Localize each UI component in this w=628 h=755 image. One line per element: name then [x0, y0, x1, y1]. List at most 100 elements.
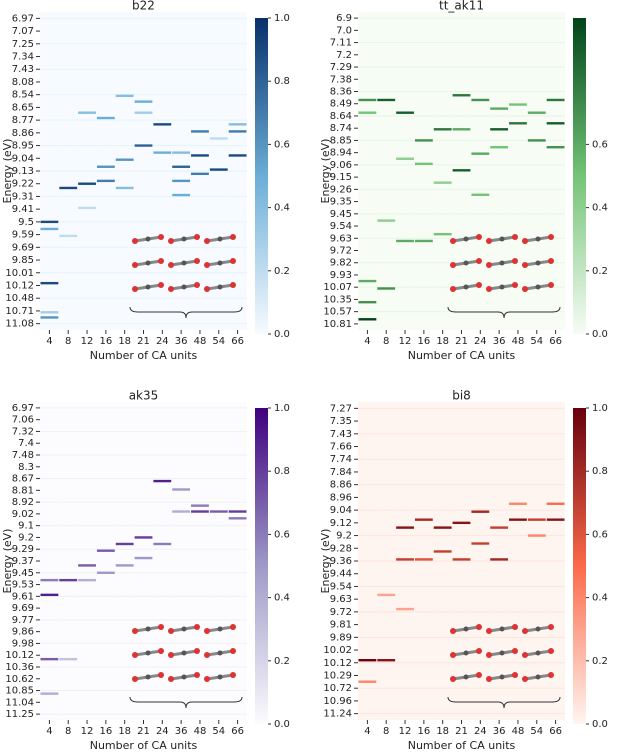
y-tick-label: 9.85 — [12, 255, 34, 266]
stripe — [153, 123, 172, 126]
y-tick-label: 7.29 — [330, 62, 352, 73]
x-tick-label: 66 — [549, 726, 562, 737]
stripe — [377, 593, 396, 597]
molecule-atom — [450, 628, 456, 634]
background-row — [452, 636, 471, 638]
background-row — [77, 119, 97, 121]
molecule-atom — [476, 624, 482, 630]
molecule-atom — [145, 284, 151, 290]
y-tick-label: 10.01 — [5, 268, 34, 279]
background-row — [228, 595, 247, 597]
y-tick-label: 9.98 — [12, 638, 34, 649]
molecule-atom — [512, 672, 518, 678]
y-tick-label: 7.11 — [330, 38, 352, 49]
background-row — [58, 68, 78, 70]
stripe — [396, 607, 414, 611]
background-row — [209, 94, 229, 96]
background-row — [190, 595, 210, 597]
y-tick-label: 9.45 — [330, 209, 352, 220]
y-tick-label: 10.81 — [323, 319, 352, 330]
background-row — [508, 237, 528, 239]
background-row — [546, 484, 565, 486]
background-row — [452, 66, 471, 68]
x-tick-label: 48 — [194, 336, 207, 347]
background-row — [190, 430, 210, 432]
background-row — [134, 619, 153, 621]
y-tick-label: 9.41 — [12, 204, 34, 215]
background-row — [58, 666, 78, 668]
background-row — [40, 690, 59, 692]
background-row — [452, 42, 471, 44]
background-row — [209, 454, 229, 456]
stripe — [377, 659, 396, 662]
colorbar-tick-label: 0.2 — [274, 656, 290, 667]
background-row — [508, 188, 528, 190]
background-row — [40, 297, 59, 299]
background-row — [489, 560, 509, 562]
stripe — [414, 162, 433, 166]
y-tick-label: 8.81 — [12, 485, 34, 496]
background-row — [134, 68, 153, 70]
colorbar-tick-label: 0.0 — [274, 719, 290, 730]
background-row — [96, 642, 116, 644]
background-row — [527, 115, 547, 117]
background-row — [395, 42, 415, 44]
background-row — [115, 68, 135, 70]
background-row — [77, 297, 97, 299]
background-row — [489, 164, 509, 166]
background-row — [228, 713, 247, 715]
background-row — [546, 687, 565, 689]
y-tick-label: 8.64 — [330, 111, 352, 122]
molecule-atom — [486, 262, 492, 268]
background-row — [414, 713, 434, 715]
background-row — [190, 548, 210, 550]
background-row — [134, 454, 153, 456]
background-row — [395, 139, 415, 141]
y-tick-label: 9.89 — [330, 632, 352, 643]
background-row — [171, 690, 191, 692]
background-row — [171, 145, 191, 147]
background-row — [190, 170, 210, 172]
stripe — [452, 128, 471, 131]
background-row — [40, 94, 59, 96]
background-row — [470, 611, 490, 613]
molecule-atom — [145, 626, 151, 632]
background-row — [77, 272, 97, 274]
y-tick-label: 9.82 — [330, 258, 352, 269]
stripe — [546, 518, 565, 521]
y-tick-label: 8.67 — [12, 474, 34, 485]
background-row — [470, 509, 490, 511]
molecule-atom — [158, 258, 164, 264]
background-row — [171, 119, 191, 121]
background-row — [414, 311, 434, 313]
molecule-atom — [548, 648, 554, 654]
molecule-atom — [230, 234, 236, 240]
molecule-atom — [476, 282, 482, 288]
background-row — [508, 713, 528, 715]
background-row — [414, 66, 434, 68]
background-row — [152, 407, 172, 409]
background-row — [58, 221, 78, 223]
y-tick-label: 9.29 — [12, 544, 34, 555]
stripe — [433, 526, 452, 529]
background-row — [508, 91, 528, 92]
background-row — [414, 509, 434, 511]
background-row — [376, 509, 396, 511]
x-tick-label: 16 — [99, 726, 112, 737]
background-row — [171, 525, 191, 527]
background-row — [546, 407, 565, 409]
background-row — [358, 115, 377, 117]
background-row — [190, 246, 210, 248]
background-row — [470, 213, 490, 215]
x-tick-label: 36 — [175, 336, 188, 347]
background-row — [96, 619, 116, 621]
colorbar-tick-label: 1.0 — [592, 403, 608, 414]
background-row — [228, 407, 247, 409]
stripe — [527, 111, 546, 114]
stripe — [527, 518, 546, 521]
background-row — [209, 195, 229, 197]
background-row — [190, 17, 210, 19]
background-row — [414, 585, 434, 587]
background-row — [40, 272, 59, 274]
background-row — [228, 666, 247, 668]
